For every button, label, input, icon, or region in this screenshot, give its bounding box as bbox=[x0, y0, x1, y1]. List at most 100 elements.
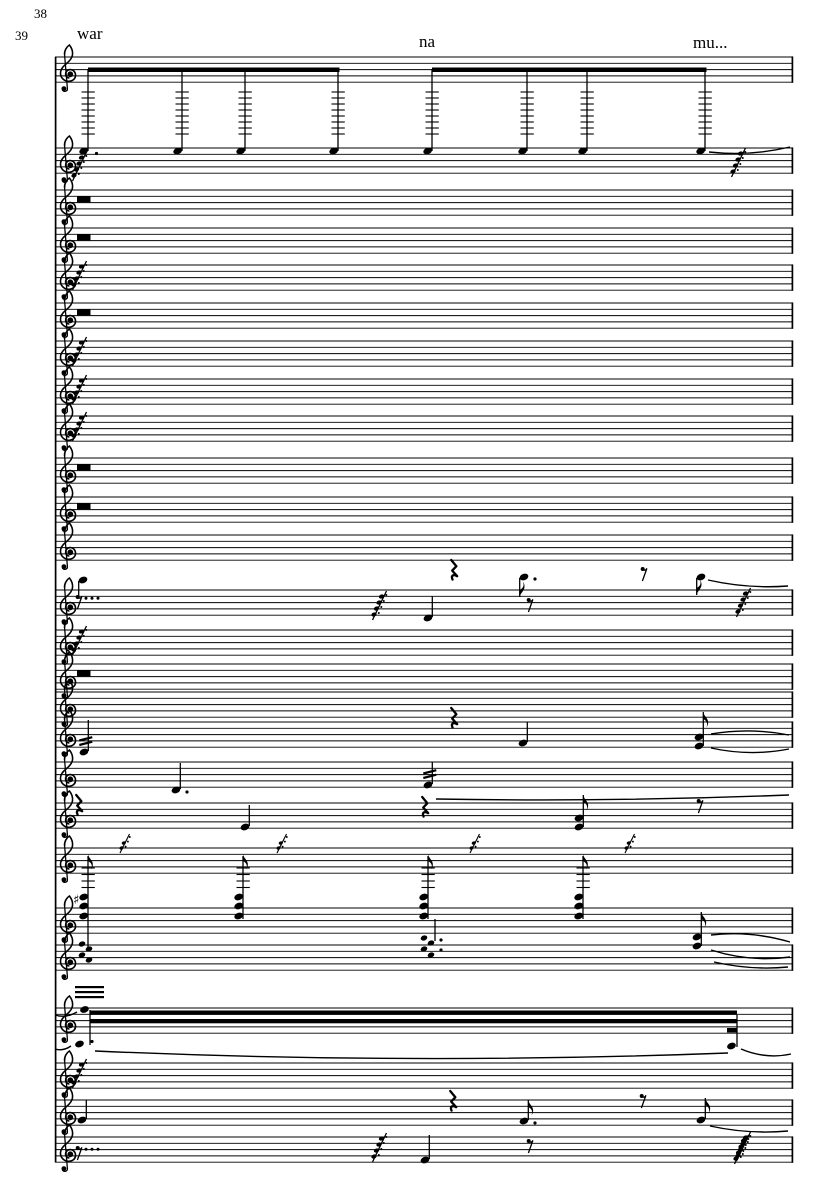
cluster-notehead bbox=[73, 427, 80, 432]
cluster-notehead bbox=[735, 157, 741, 162]
quarter-rest bbox=[421, 795, 430, 818]
cluster-notehead bbox=[73, 641, 80, 646]
cluster-notehead bbox=[78, 340, 85, 345]
treble-clef-icon bbox=[59, 835, 77, 884]
augmentation-dot bbox=[285, 836, 288, 838]
notehead bbox=[574, 893, 584, 901]
treble-clef-icon bbox=[59, 651, 77, 700]
tremolo-slash bbox=[423, 773, 437, 780]
cluster-notehead bbox=[78, 952, 86, 958]
measure-number-38: 38 bbox=[34, 6, 47, 21]
cluster-notehead bbox=[76, 161, 82, 166]
cluster-notehead bbox=[730, 169, 736, 174]
tie bbox=[713, 961, 789, 969]
beam bbox=[75, 991, 104, 994]
cluster-notehead bbox=[76, 635, 82, 640]
cluster-notehead bbox=[278, 841, 283, 845]
tie bbox=[54, 1011, 78, 1017]
treble-clef-icon bbox=[59, 44, 77, 93]
notehead bbox=[692, 942, 702, 950]
note bbox=[240, 805, 250, 831]
augmentation-dot bbox=[85, 1062, 88, 1064]
staff-20: ♯ bbox=[55, 833, 794, 963]
augmentation-dot bbox=[85, 264, 88, 266]
beam bbox=[75, 996, 104, 999]
cluster-notehead bbox=[71, 173, 77, 178]
cluster-notehead bbox=[78, 941, 86, 947]
cluster-notehead bbox=[735, 1150, 742, 1155]
augmentation-dot bbox=[80, 276, 83, 278]
whole-measure-rest bbox=[77, 309, 91, 316]
cluster-notehead bbox=[740, 597, 746, 602]
eighth-flag bbox=[528, 1100, 534, 1116]
tremolo-chord bbox=[419, 854, 435, 920]
augmentation-dot bbox=[77, 647, 80, 649]
staff-18 bbox=[55, 749, 794, 818]
notehead bbox=[423, 614, 433, 622]
beam bbox=[432, 67, 707, 72]
cluster-notehead bbox=[624, 846, 629, 850]
augmentation-dot bbox=[77, 358, 80, 360]
note bbox=[423, 596, 433, 622]
notehead bbox=[519, 573, 529, 581]
cluster-notehead bbox=[71, 396, 77, 401]
augmentation-dot bbox=[82, 346, 85, 348]
cluster-notehead bbox=[73, 390, 80, 395]
cluster-notehead bbox=[78, 378, 85, 383]
tie bbox=[740, 1048, 792, 1057]
note bbox=[519, 1100, 537, 1125]
eighth-flag bbox=[583, 854, 588, 870]
notehead bbox=[694, 742, 704, 750]
eighth-flag bbox=[583, 795, 589, 811]
notehead bbox=[578, 147, 588, 155]
eighth-rest bbox=[76, 1147, 83, 1161]
eighth-flag bbox=[705, 1098, 711, 1114]
cluster-notehead bbox=[420, 935, 428, 941]
cluster-notehead bbox=[376, 1142, 382, 1147]
quarter-rest bbox=[75, 793, 84, 816]
cluster-notehead bbox=[427, 940, 435, 946]
beam bbox=[88, 67, 340, 72]
eighth-rest bbox=[527, 1140, 534, 1154]
eighth-rest bbox=[640, 1095, 647, 1109]
notehead bbox=[694, 733, 704, 741]
augmentation-dot bbox=[90, 596, 94, 600]
notehead bbox=[78, 576, 88, 584]
note-dyad bbox=[694, 712, 709, 750]
staff-23 bbox=[54, 986, 794, 1060]
cluster-notehead bbox=[78, 264, 85, 269]
augmentation-dot bbox=[736, 169, 739, 171]
staff-22 bbox=[55, 912, 794, 981]
notehead bbox=[77, 1116, 87, 1124]
note bbox=[420, 1135, 430, 1164]
note bbox=[518, 722, 528, 747]
augmentation-dot bbox=[629, 845, 632, 848]
augmentation-dot bbox=[746, 597, 749, 599]
augmentation-dot bbox=[77, 433, 80, 435]
whole-measure-rest bbox=[77, 196, 91, 203]
notehead bbox=[727, 1042, 736, 1050]
cluster-notehead bbox=[73, 167, 80, 172]
sharp-accidental: ♯ bbox=[73, 893, 79, 908]
tie bbox=[708, 146, 791, 155]
augmentation-dot bbox=[478, 836, 481, 838]
augmentation-dot bbox=[128, 836, 131, 838]
note bbox=[78, 576, 88, 598]
augmentation-dot bbox=[439, 948, 443, 952]
augmentation-dot bbox=[474, 845, 477, 848]
cluster-notehead bbox=[119, 846, 124, 850]
note bbox=[519, 573, 537, 597]
cluster-notehead bbox=[71, 282, 77, 287]
cluster-notehead bbox=[471, 841, 476, 845]
cluster-notehead bbox=[376, 600, 382, 605]
eighth-flag bbox=[519, 581, 525, 597]
notehead bbox=[79, 893, 89, 901]
treble-clef-icon bbox=[59, 749, 77, 798]
quarter-rest bbox=[450, 706, 459, 729]
augmentation-dot bbox=[84, 1147, 88, 1151]
lyric-na: na bbox=[419, 32, 436, 51]
cluster-notehead bbox=[85, 946, 93, 952]
augmentation-dot bbox=[126, 840, 129, 843]
augmentation-dot bbox=[80, 352, 83, 354]
notehead bbox=[519, 1117, 529, 1125]
